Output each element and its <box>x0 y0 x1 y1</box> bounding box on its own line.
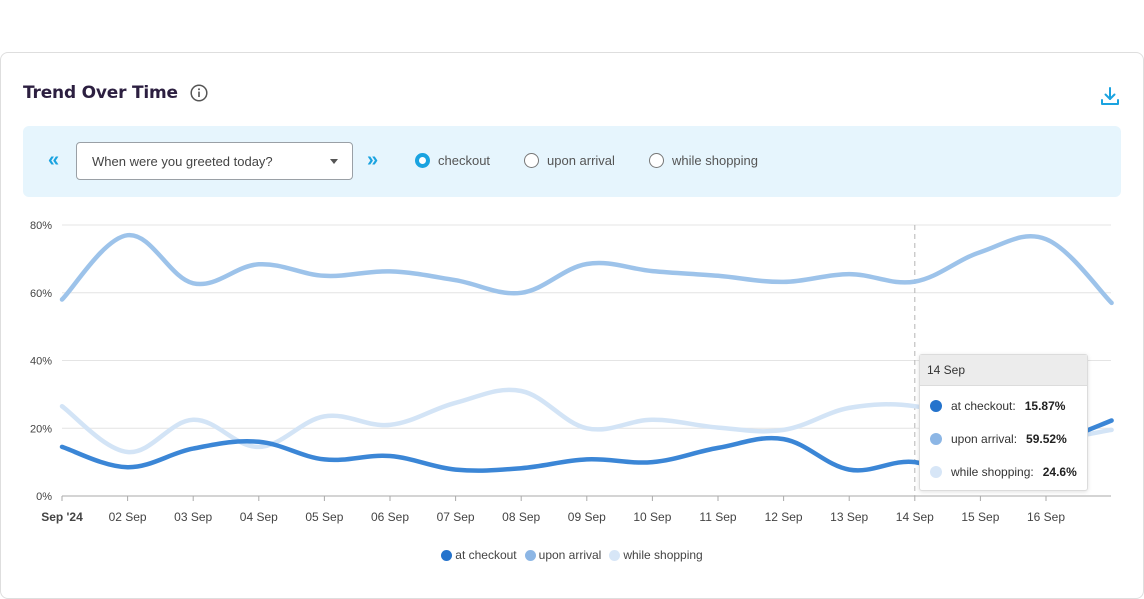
legend-item-at-checkout[interactable]: at checkout <box>441 548 517 562</box>
chart-legend: at checkout upon arrival while shopping <box>0 548 1144 562</box>
radio-while-shopping[interactable]: while shopping <box>649 153 758 168</box>
tooltip-marker <box>930 466 942 478</box>
legend-label: while shopping <box>623 548 703 562</box>
series-line-upon-arrival <box>59 232 1114 306</box>
x-tick-label: 15 Sep <box>961 510 999 524</box>
trend-card: Trend Over Time « When were you greeted … <box>0 52 1144 599</box>
tooltip-label: at checkout: <box>951 399 1016 413</box>
radio-label: while shopping <box>672 153 759 168</box>
tooltip-marker <box>930 400 942 412</box>
radio-button[interactable] <box>415 153 430 168</box>
y-tick-label: 40% <box>30 356 52 368</box>
x-tick-label: 12 Sep <box>765 510 803 524</box>
y-tick-label: 20% <box>30 423 52 435</box>
radio-button[interactable] <box>649 153 664 168</box>
legend-marker <box>609 549 621 561</box>
legend-marker <box>524 549 536 561</box>
x-tick-label: Sep '24 <box>41 510 83 524</box>
tooltip-value: 24.6% <box>1042 465 1077 479</box>
tooltip-label: while shopping: <box>951 465 1034 479</box>
double-chevron-right-icon[interactable]: » <box>367 149 379 171</box>
tooltip-row-while-shopping: while shopping: 24.6% <box>930 465 1077 479</box>
y-tick-label: 0% <box>36 491 52 503</box>
radio-upon-arrival[interactable]: upon arrival <box>524 153 615 168</box>
radio-label: checkout <box>438 153 491 168</box>
tooltip-row-upon-arrival: upon arrival: 59.52% <box>930 432 1067 446</box>
x-tick-label: 07 Sep <box>437 510 475 524</box>
download-icon[interactable] <box>1099 85 1121 107</box>
tooltip-date: 14 Sep <box>920 355 1087 386</box>
legend-label: upon arrival <box>538 548 602 562</box>
tooltip-value: 59.52% <box>1026 432 1067 446</box>
x-tick-label: 04 Sep <box>240 510 278 524</box>
legend-item-upon-arrival[interactable]: upon arrival <box>524 548 602 562</box>
tooltip-value: 15.87% <box>1024 399 1066 413</box>
legend-label: at checkout <box>455 548 517 562</box>
filter-bar: « When were you greeted today? » checkou… <box>23 126 1121 197</box>
x-tick-label: 02 Sep <box>109 510 147 524</box>
y-tick-label: 60% <box>30 288 52 300</box>
tooltip-row-at-checkout: at checkout: 15.87% <box>930 399 1065 413</box>
x-tick-label: 16 Sep <box>1027 510 1065 524</box>
y-tick-label: 80% <box>30 220 52 232</box>
question-select-value: When were you greeted today? <box>92 154 273 169</box>
x-tick-label: 11 Sep <box>699 510 736 524</box>
tooltip-label: upon arrival: <box>951 432 1018 446</box>
x-tick-label: 03 Sep <box>174 510 212 524</box>
question-select[interactable]: When were you greeted today? <box>76 142 353 180</box>
x-tick-label: 10 Sep <box>633 510 671 524</box>
radio-label: upon arrival <box>547 153 615 168</box>
x-tick-label: 13 Sep <box>830 510 868 524</box>
x-tick-label: 14 Sep <box>896 510 934 524</box>
legend-marker <box>441 549 453 561</box>
double-chevron-left-icon[interactable]: « <box>48 149 60 171</box>
caret-down-icon <box>330 159 338 164</box>
radio-checkout[interactable]: checkout <box>415 153 490 168</box>
legend-item-while-shopping[interactable]: while shopping <box>609 548 703 562</box>
info-icon[interactable] <box>190 84 208 102</box>
x-tick-label: 06 Sep <box>371 510 409 524</box>
radio-button[interactable] <box>524 153 539 168</box>
card-header: Trend Over Time <box>23 83 208 103</box>
chart-tooltip: 14 Sep at checkout: 15.87% upon arrival:… <box>919 354 1088 491</box>
x-tick-label: 09 Sep <box>568 510 606 524</box>
tooltip-marker <box>930 433 942 445</box>
card-title: Trend Over Time <box>23 83 178 103</box>
x-tick-label: 08 Sep <box>502 510 540 524</box>
x-tick-label: 05 Sep <box>305 510 343 524</box>
